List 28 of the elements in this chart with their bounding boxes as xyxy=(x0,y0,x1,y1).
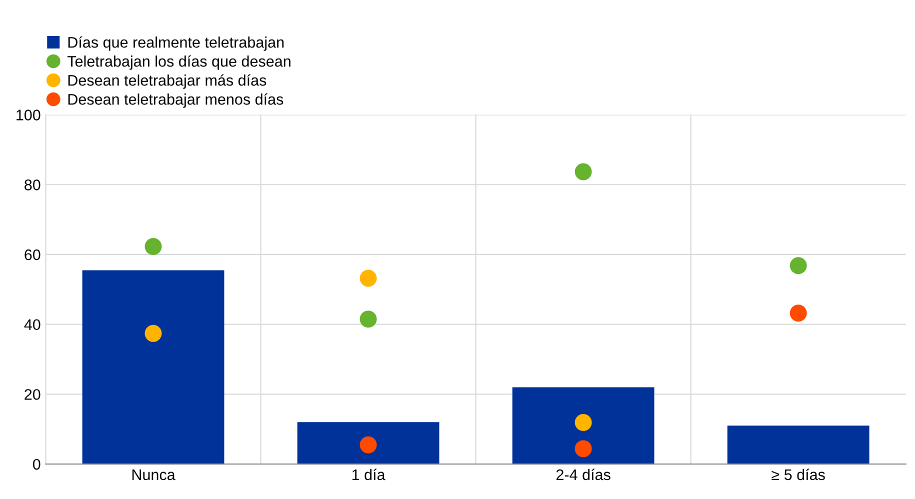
point xyxy=(574,414,592,432)
point xyxy=(144,324,162,342)
x-tick-label: ≥ 5 días xyxy=(772,468,825,480)
y-tick-label: 80 xyxy=(24,180,40,190)
point xyxy=(790,304,807,322)
bar xyxy=(297,422,440,464)
point xyxy=(360,310,377,328)
x-tick-label: 2-4 días xyxy=(556,468,610,480)
y-tick-label: 0 xyxy=(32,458,40,470)
point xyxy=(144,238,162,255)
legend-label: Teletrabajan los días que desean xyxy=(67,55,290,70)
point xyxy=(360,436,377,454)
point xyxy=(790,257,807,274)
y-tick-label: 20 xyxy=(24,389,40,400)
bar xyxy=(82,270,224,464)
bar xyxy=(727,426,870,464)
y-tick-label: 100 xyxy=(16,110,40,120)
legend-label: Desean teletrabajar menos días xyxy=(68,93,284,108)
legend-label: Días que realmente teletrabajan xyxy=(68,36,284,51)
point xyxy=(574,163,592,180)
y-tick-label: 60 xyxy=(24,249,40,260)
x-tick-label: Nunca xyxy=(132,469,176,480)
point xyxy=(574,440,592,458)
x-tick-label: 1 día xyxy=(352,468,386,480)
y-tick-label: 40 xyxy=(24,319,40,330)
point xyxy=(360,270,377,287)
legend-label: Desean teletrabajar más días xyxy=(68,74,266,89)
bar xyxy=(512,387,654,464)
